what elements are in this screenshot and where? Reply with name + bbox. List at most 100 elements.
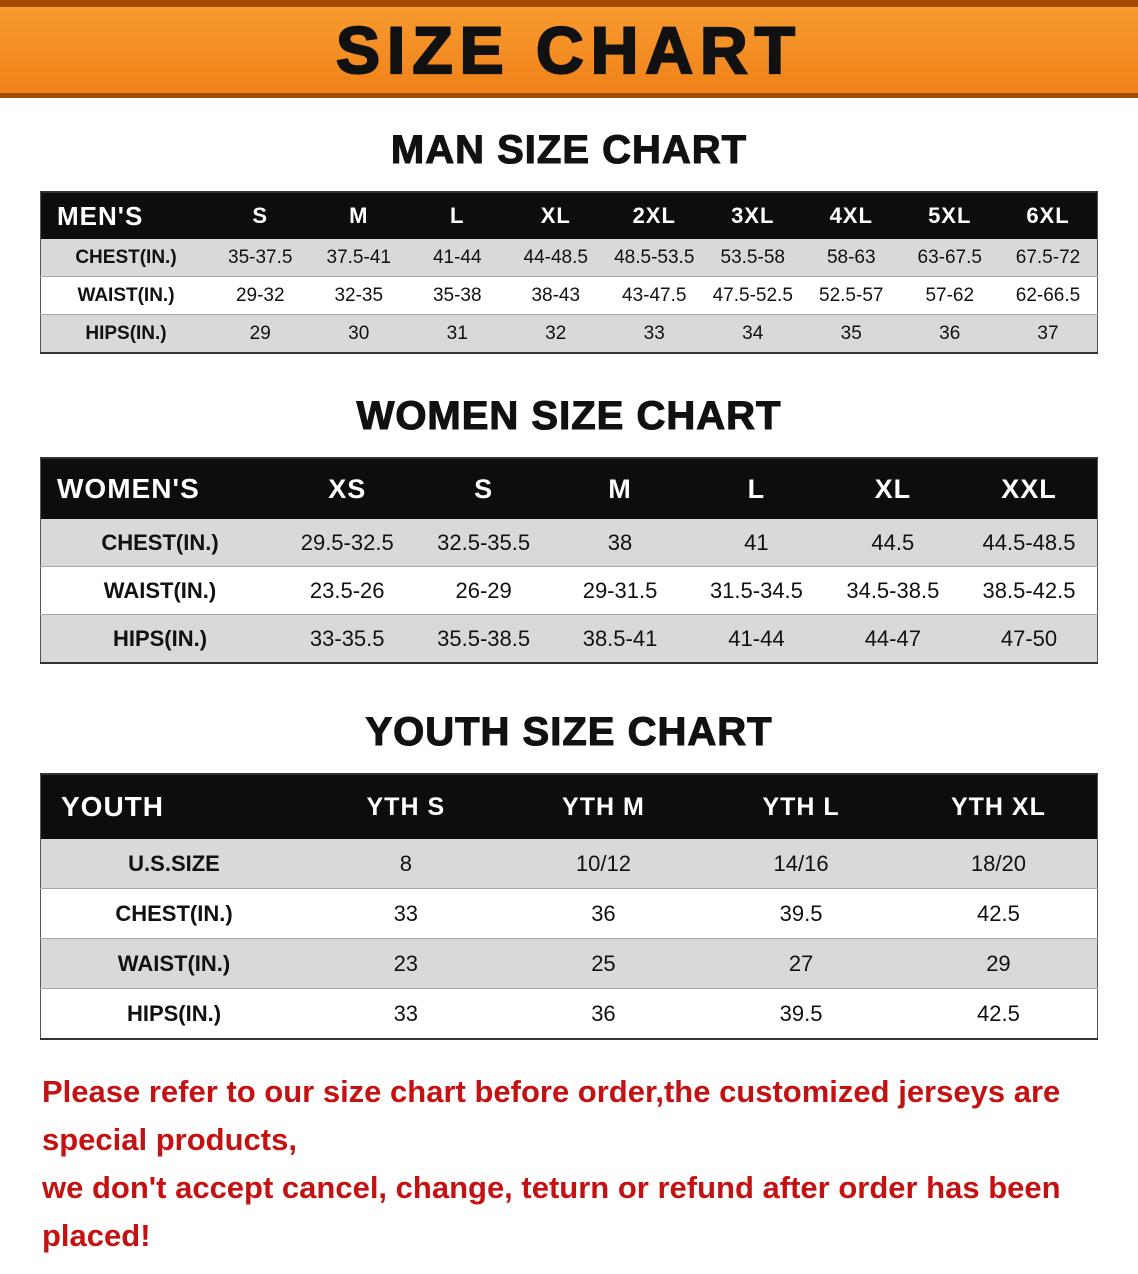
size-column-header-men: 4XL xyxy=(829,203,873,228)
measurement-value: 34 xyxy=(742,322,764,344)
size-column-header-women: L xyxy=(747,473,766,504)
measurement-value: 44-48.5 xyxy=(523,246,588,268)
measurement-value: 34.5-38.5 xyxy=(846,577,940,603)
heading-youth: YOUTH SIZE CHART xyxy=(365,709,773,754)
measurement-value: 41-44 xyxy=(432,246,482,268)
measurement-value: 38.5-42.5 xyxy=(982,577,1076,603)
measurement-value: 41-44 xyxy=(728,625,785,651)
measurement-value: 33 xyxy=(393,900,419,926)
charts-container: MAN SIZE CHART MEN'S S M L XL 2XL 3XL 4XL 5XL 6XL C… xyxy=(0,127,1138,1040)
measurement-value: 62-66.5 xyxy=(1015,284,1081,306)
measurement-value: 58-63 xyxy=(826,246,876,268)
size-column-header-men: XL xyxy=(540,203,571,228)
size-column-header-women: XS xyxy=(328,473,367,504)
measurement-value: 43-47.5 xyxy=(622,284,687,306)
measurement-value: 47-50 xyxy=(1000,625,1058,651)
table-title-men: MEN'S xyxy=(57,200,144,231)
measurement-value: 31 xyxy=(446,322,468,344)
measurement-row: CHEST(IN.) 33 36 39.5 42.5 xyxy=(40,888,1098,939)
measurement-label: WAIST(IN.) xyxy=(103,577,217,603)
measurement-value: 25 xyxy=(591,950,616,976)
size-column-header-women: XXL xyxy=(1001,473,1057,504)
measurement-label: U.S.SIZE xyxy=(128,850,220,876)
measurement-row: WAIST(IN.) 23.5-26 26-29 29-31.5 31.5-34.5 34… xyxy=(40,566,1098,615)
measurement-value: 38.5-41 xyxy=(582,625,658,651)
measurement-value: 30 xyxy=(348,322,370,344)
measurement-value: 42.5 xyxy=(977,900,1020,926)
size-column-header-men: 5XL xyxy=(928,203,972,228)
measurement-value: 33 xyxy=(643,322,665,344)
measurement-value: 29-32 xyxy=(235,284,285,306)
size-column-header-women: M xyxy=(608,473,632,504)
table-title-women: WOMEN'S xyxy=(57,473,200,504)
measurement-value: 33-35.5 xyxy=(309,625,385,651)
notice-line-2: we don't accept cancel, change, teturn o… xyxy=(42,1170,1061,1254)
size-column-header-men: 2XL xyxy=(632,203,676,228)
measurement-value: 38 xyxy=(607,529,633,555)
size-column-header-men: S xyxy=(252,203,269,228)
measurement-value: 8 xyxy=(399,850,412,876)
measurement-row: WAIST(IN.) 23 25 27 29 xyxy=(40,938,1098,989)
header-row-men: MEN'S S M L XL 2XL 3XL 4XL 5XL 6XL xyxy=(40,192,1098,239)
measurement-value: 32-35 xyxy=(334,284,384,306)
measurement-value: 32.5-35.5 xyxy=(437,529,531,555)
measurement-value: 44-47 xyxy=(864,625,921,651)
table-women: WOMEN'S XS S M L XL XXL CHEST(IN.) 29.5-32.5 32.5… xyxy=(40,457,1098,664)
measurement-value: 29-31.5 xyxy=(582,577,658,603)
measurement-row: U.S.SIZE 8 10/12 14/16 18/20 xyxy=(40,839,1098,889)
measurement-value: 41 xyxy=(744,529,769,555)
measurement-label: HIPS(IN.) xyxy=(85,322,167,344)
measurement-value: 35-38 xyxy=(432,284,482,306)
size-column-header-men: L xyxy=(450,203,465,228)
measurement-label: WAIST(IN.) xyxy=(77,284,175,306)
measurement-row: HIPS(IN.) 33-35.5 35.5-38.5 38.5-41 41-44 44-… xyxy=(40,614,1098,663)
measurement-row: HIPS(IN.) 33 36 39.5 42.5 xyxy=(40,988,1098,1039)
measurement-value: 10/12 xyxy=(575,850,631,876)
header-row-youth: YOUTH YTH S YTH M YTH L YTH XL xyxy=(40,774,1098,839)
measurement-value: 36 xyxy=(939,322,961,344)
measurement-value: 63-67.5 xyxy=(917,246,982,268)
measurement-value: 67.5-72 xyxy=(1015,246,1081,268)
measurement-label: WAIST(IN.) xyxy=(117,950,231,976)
measurement-value: 23.5-26 xyxy=(309,577,385,603)
measurement-value: 18/20 xyxy=(970,850,1026,876)
measurement-value: 47.5-52.5 xyxy=(712,284,793,306)
size-column-header-youth: YTH M xyxy=(562,792,645,821)
measurement-value: 35.5-38.5 xyxy=(437,625,531,651)
measurement-row: WAIST(IN.) 29-32 32-35 35-38 38-43 43-47.5 47.… xyxy=(40,276,1098,315)
measurement-row: CHEST(IN.) 35-37.5 37.5-41 41-44 44-48.5 48.5… xyxy=(40,239,1098,277)
measurement-value: 57-62 xyxy=(925,284,975,306)
size-column-header-women: S xyxy=(474,473,494,504)
measurement-label: CHEST(IN.) xyxy=(75,246,177,268)
measurement-value: 52.5-57 xyxy=(819,284,884,306)
measurement-value: 44.5-48.5 xyxy=(982,529,1076,555)
measurement-row: CHEST(IN.) 29.5-32.5 32.5-35.5 38 41 44.5 44.5… xyxy=(40,519,1098,567)
measurement-value: 44.5 xyxy=(871,529,915,555)
measurement-label: HIPS(IN.) xyxy=(112,625,208,651)
section-women: WOMEN SIZE CHART WOMEN'S XS S M L XL XXL CHEST(I… xyxy=(0,393,1138,664)
measurement-label: CHEST(IN.) xyxy=(101,529,219,555)
size-column-header-men: M xyxy=(349,203,369,228)
header-row-women: WOMEN'S XS S M L XL XXL xyxy=(40,458,1098,519)
notice-line-1: Please refer to our size chart before or… xyxy=(42,1074,1061,1158)
measurement-value: 36 xyxy=(591,1000,616,1026)
measurement-value: 14/16 xyxy=(773,850,829,876)
measurement-value: 39.5 xyxy=(779,900,823,926)
measurement-value: 29 xyxy=(249,322,271,344)
size-column-header-youth: YTH S xyxy=(366,792,446,821)
measurement-value: 42.5 xyxy=(977,1000,1020,1026)
measurement-label: HIPS(IN.) xyxy=(126,1000,222,1026)
size-column-header-youth: YTH L xyxy=(762,792,840,821)
heading-women: WOMEN SIZE CHART xyxy=(356,393,782,438)
measurement-value: 26-29 xyxy=(455,577,512,603)
measurement-value: 29.5-32.5 xyxy=(300,529,394,555)
measurement-value: 37.5-41 xyxy=(326,246,391,268)
measurement-value: 31.5-34.5 xyxy=(709,577,803,603)
size-column-header-men: 6XL xyxy=(1026,203,1070,228)
measurement-value: 53.5-58 xyxy=(720,246,785,268)
section-men: MAN SIZE CHART MEN'S S M L XL 2XL 3XL 4XL 5XL 6XL C… xyxy=(0,127,1138,354)
measurement-value: 32 xyxy=(545,322,567,344)
size-column-header-men: 3XL xyxy=(731,203,775,228)
measurement-value: 36 xyxy=(591,900,616,926)
